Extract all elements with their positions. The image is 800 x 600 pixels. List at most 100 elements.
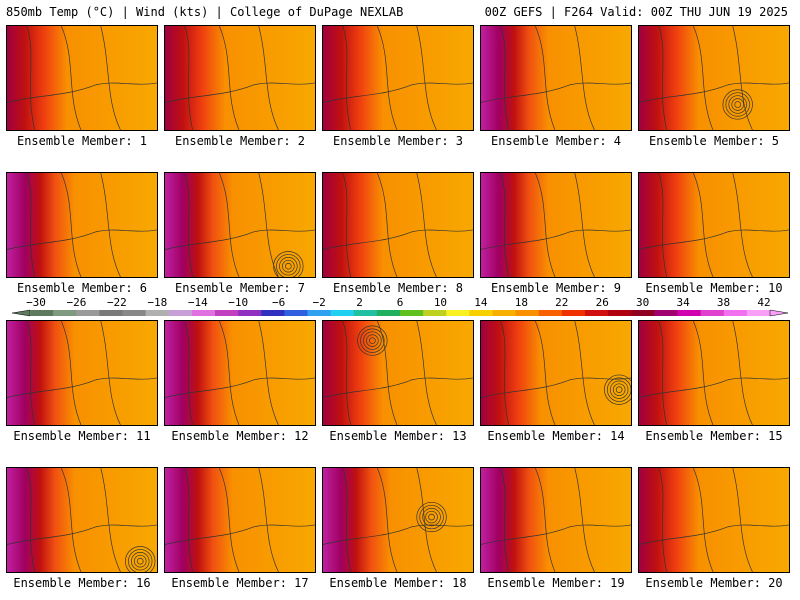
colorbar-segment [538,310,563,316]
contour-line [7,82,157,103]
pressure-ring [422,507,441,527]
contour-line [258,468,279,572]
pressure-ring [416,501,447,533]
map-image [639,468,789,572]
colorbar-tick-label: 2 [356,296,363,309]
contour-line [342,173,351,277]
contour-line [639,229,789,250]
contour-line [258,173,279,277]
colorbar-segment [191,310,216,316]
pressure-ring [734,101,741,108]
colorbar-segment [400,310,424,316]
contour-line [416,173,437,277]
pressure-ring [125,546,156,572]
colorbar-segment [585,310,609,316]
pressure-ring [357,325,388,356]
contour-line [60,173,82,277]
pressure-ring [133,554,147,568]
colorbar-segment [53,310,77,316]
temperature-field [639,173,789,277]
contour-line [639,524,789,545]
contour-line [184,26,193,130]
contour-line [500,26,509,130]
contour-line [26,173,35,277]
contour-line [534,26,556,130]
map-image [481,321,631,425]
contour-line [500,321,509,425]
temperature-field [323,26,473,130]
contour-line [100,321,121,425]
map-image [323,26,473,130]
contour-line [658,173,667,277]
pressure-ring [425,510,438,524]
colorbar-arrow-right [769,309,788,317]
ensemble-member-label: Ensemble Member: 10 [645,281,783,295]
ensemble-map-panel [638,320,790,426]
contour-line [481,82,631,103]
pressure-ring [369,337,376,344]
colorbar-segment [677,310,702,316]
colorbar-tick-label: 18 [514,296,528,309]
ensemble-member-label: Ensemble Member: 18 [329,576,467,590]
contour-line [323,82,473,103]
colorbar-tick-label: −10 [228,296,249,309]
contour-line [534,173,556,277]
contour-line [7,229,157,250]
colorbar-segment [284,310,308,316]
map-image [165,26,315,130]
ensemble-map-panel [480,320,632,426]
ensemble-map-panel [322,320,474,426]
contour-line [7,524,157,545]
ensemble-map-panel [164,25,316,131]
map-image [639,173,789,277]
colorbar-segment [561,310,586,316]
pressure-ring [419,504,444,530]
pressure-ring [612,383,626,396]
colorbar-tick-label: 14 [474,296,488,309]
pressure-ring [273,251,304,277]
temperature-field [165,321,315,425]
colorbar-arrow-left [12,309,31,317]
contour-line [258,321,279,425]
contour-line [416,321,437,425]
ensemble-member-label: Ensemble Member: 13 [329,429,467,443]
colorbar-tick-label: 26 [595,296,609,309]
map-image [165,468,315,572]
colorbar-tick-label: 22 [555,296,569,309]
contour-line [26,321,35,425]
ensemble-map-panel [164,320,316,426]
ensemble-map-panel [480,25,632,131]
pressure-ring [363,331,382,350]
temperature-colorbar [12,309,788,317]
colorbar-segment [423,310,447,316]
pressure-ring [615,386,623,393]
colorbar-segment [376,310,401,316]
contour-line [60,26,82,130]
pressure-ring [725,92,750,117]
contour-line [342,468,351,572]
temperature-field [165,468,315,572]
pressure-ring [136,557,144,565]
ensemble-member-label: Ensemble Member: 20 [645,576,783,590]
ensemble-map-panel [6,172,158,278]
colorbar-segment [99,310,123,316]
temperature-field [323,173,473,277]
contour-line [639,377,789,398]
pressure-ring [428,513,435,521]
contour-line [658,468,667,572]
contour-line [500,173,509,277]
colorbar-segment [700,310,725,316]
colorbar-segment [168,310,193,316]
ensemble-member-label: Ensemble Member: 16 [13,576,151,590]
contour-line [60,468,82,572]
temperature-field [7,321,157,425]
contour-line [574,26,595,130]
contour-line [100,468,121,572]
ensemble-map-panel [164,172,316,278]
contour-line [218,321,240,425]
contour-line [7,377,157,398]
ensemble-map-panel [638,172,790,278]
ensemble-member-label: Ensemble Member: 2 [174,134,306,148]
colorbar-tick-label: 6 [396,296,404,309]
ensemble-map-panel [6,320,158,426]
